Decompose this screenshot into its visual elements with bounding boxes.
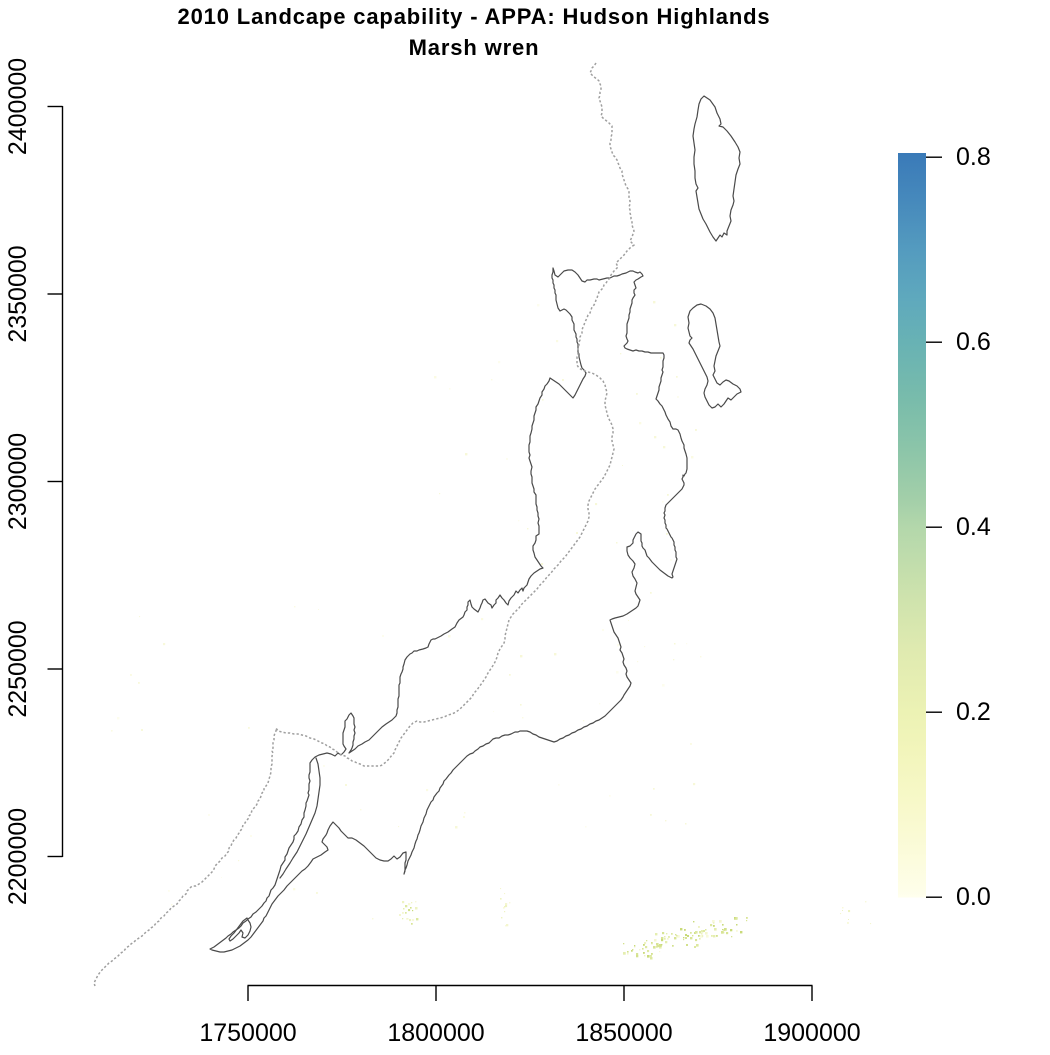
- svg-text:1750000: 1750000: [199, 1019, 296, 1047]
- svg-text:0.6: 0.6: [956, 328, 991, 356]
- svg-text:0.8: 0.8: [956, 143, 991, 171]
- svg-text:2300000: 2300000: [4, 433, 32, 530]
- svg-text:1900000: 1900000: [763, 1019, 860, 1047]
- svg-text:0.2: 0.2: [956, 698, 991, 726]
- svg-text:2250000: 2250000: [4, 620, 32, 717]
- svg-text:1850000: 1850000: [575, 1019, 672, 1047]
- svg-text:2400000: 2400000: [4, 58, 32, 155]
- svg-text:Marsh wren: Marsh wren: [409, 35, 540, 60]
- svg-text:0.4: 0.4: [956, 513, 991, 541]
- svg-text:2350000: 2350000: [4, 245, 32, 342]
- svg-text:0.0: 0.0: [956, 883, 991, 911]
- svg-text:2010 Landcape capability - APP: 2010 Landcape capability - APPA: Hudson …: [178, 4, 771, 29]
- svg-text:2200000: 2200000: [4, 808, 32, 905]
- svg-text:1800000: 1800000: [387, 1019, 484, 1047]
